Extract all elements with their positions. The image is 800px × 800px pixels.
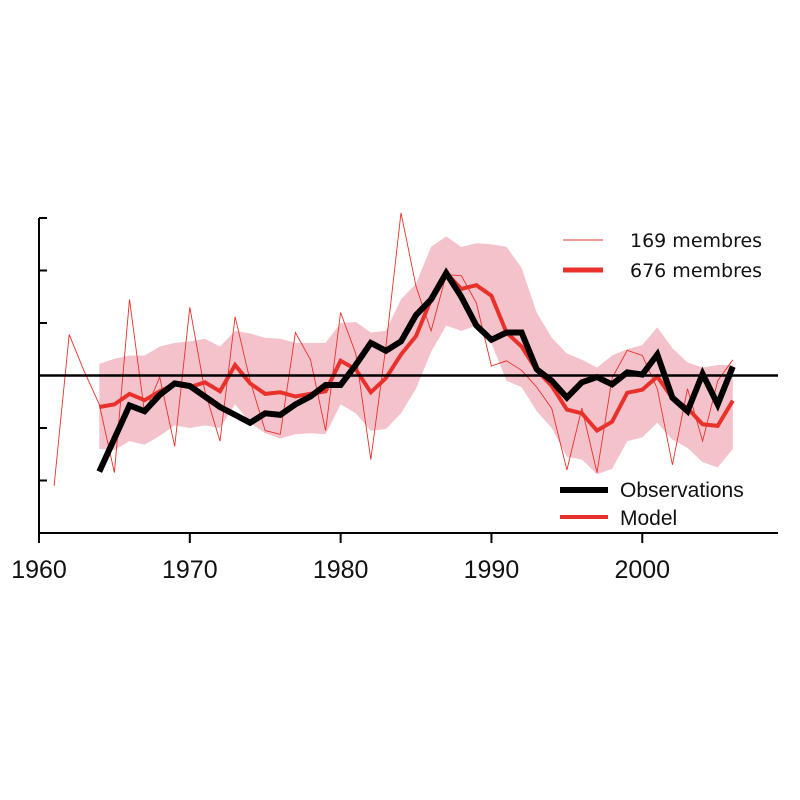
legend-label-observations: Observations — [620, 479, 744, 502]
observations-series-layer — [96, 267, 736, 473]
legend-bottom: Observations Model — [560, 479, 744, 530]
series-line-169-membres — [53, 212, 734, 486]
thick-series-layer — [98, 269, 735, 434]
legend-label-676-membres: 676 membres — [630, 260, 762, 282]
x-tick-label-1990: 1990 — [464, 556, 520, 584]
x-tick-label-1980: 1980 — [313, 556, 369, 584]
legend-label-model: Model — [620, 507, 677, 530]
series-line-676-membres — [98, 269, 735, 434]
legend-top: 169 membres 676 membres — [563, 230, 762, 282]
series-line-observations — [96, 267, 736, 473]
x-tick-label-1960: 1960 — [11, 556, 67, 584]
x-tick-label-2000: 2000 — [614, 556, 670, 584]
x-tick-label-1970: 1970 — [162, 556, 218, 584]
legend-label-169-membres: 169 membres — [630, 230, 762, 252]
axes: 1960 1970 1980 1990 2000 — [11, 217, 778, 584]
thin-series-layer — [53, 212, 734, 486]
